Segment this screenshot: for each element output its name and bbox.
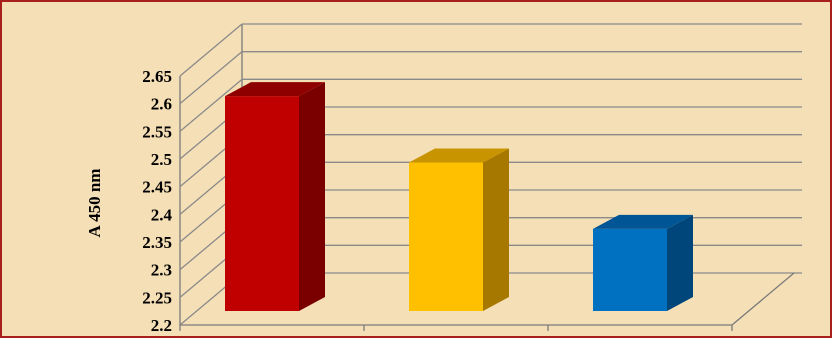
bar — [593, 214, 693, 311]
bar-side-face — [483, 148, 509, 311]
bar-top-face — [593, 214, 693, 229]
bar-side-face — [299, 82, 325, 311]
y-tick-label: 2.5 — [151, 150, 172, 169]
y-tick-label: 2.2 — [151, 316, 172, 335]
y-tick-label: 2.4 — [151, 205, 173, 224]
y-tick-label: 2.25 — [142, 288, 172, 307]
y-tick-label: 2.6 — [151, 95, 172, 114]
y-axis-title: A 450 nm — [85, 169, 104, 238]
y-tick-label: 2.35 — [142, 233, 172, 252]
side-gridline — [179, 23, 243, 77]
floor-right-edge — [731, 272, 795, 326]
bar-front-face — [593, 228, 667, 311]
bar-top-face — [225, 82, 325, 97]
bars-layer — [225, 82, 693, 311]
side-gridline — [179, 78, 243, 132]
y-tick-label: 2.45 — [142, 178, 172, 197]
side-gridline — [179, 51, 243, 105]
bar-side-face — [667, 214, 693, 311]
bar — [225, 82, 325, 311]
y-tick-label: 2.65 — [142, 67, 172, 86]
bar-front-face — [409, 162, 483, 311]
y-tick-label: 2.3 — [151, 261, 172, 280]
grid-layer — [179, 23, 802, 331]
y-tick-label: 2.55 — [142, 122, 172, 141]
tick-labels: 2.2 2.25 2.3 2.35 2.4 2.45 2.5 2.55 2.6 2.65 — [142, 67, 172, 335]
bar — [409, 148, 509, 311]
bar-front-face — [225, 96, 299, 311]
bar-top-face — [409, 148, 509, 163]
